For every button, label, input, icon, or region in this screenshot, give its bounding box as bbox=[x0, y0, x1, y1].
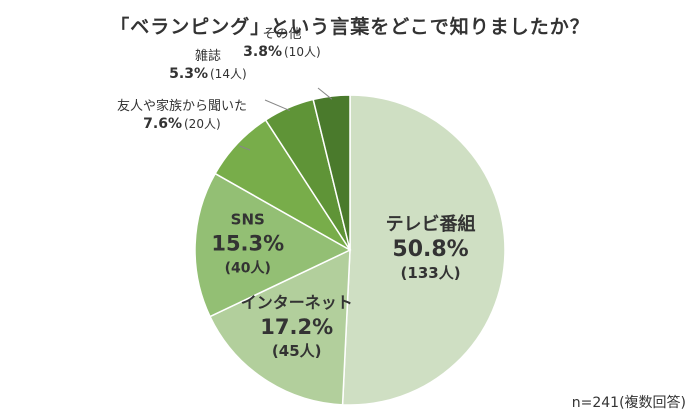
slice-label: インターネット bbox=[241, 293, 353, 312]
pie-slice bbox=[194, 172, 352, 318]
leader-line bbox=[239, 145, 251, 151]
leader-line bbox=[264, 99, 290, 112]
slice-count: (133人) bbox=[401, 264, 461, 282]
slice-percent: 5.3% bbox=[169, 66, 208, 82]
slice-count: (20人) bbox=[184, 117, 221, 131]
slice-label: 雑誌 bbox=[195, 48, 221, 64]
slice-percent: 17.2% bbox=[260, 315, 333, 339]
pie-slice bbox=[209, 248, 351, 406]
slice-count: (45人) bbox=[272, 342, 322, 360]
slice-label: テレビ番組 bbox=[386, 213, 476, 235]
slice-percent: 3.8% bbox=[243, 44, 282, 60]
slice-label: その他 bbox=[262, 27, 301, 42]
slice-count: (10人) bbox=[284, 45, 321, 59]
pie-slice bbox=[341, 94, 506, 406]
slice-count: (14人) bbox=[210, 67, 247, 81]
slice-label: SNS bbox=[231, 210, 265, 228]
leader-line bbox=[317, 87, 333, 100]
slice-label: 友人や家族から聞いた bbox=[117, 98, 247, 114]
slice-percent: 7.6% bbox=[143, 116, 182, 132]
slice-count: (40人) bbox=[225, 259, 271, 276]
chart-title: 「ベランピング」という言葉をどこで知りましたか？ bbox=[110, 16, 590, 38]
slice-percent: 50.8% bbox=[392, 237, 468, 262]
slice-percent: 15.3% bbox=[211, 231, 284, 255]
sample-size-note: n=241(複数回答) bbox=[571, 395, 686, 411]
pie-slice bbox=[312, 94, 351, 251]
